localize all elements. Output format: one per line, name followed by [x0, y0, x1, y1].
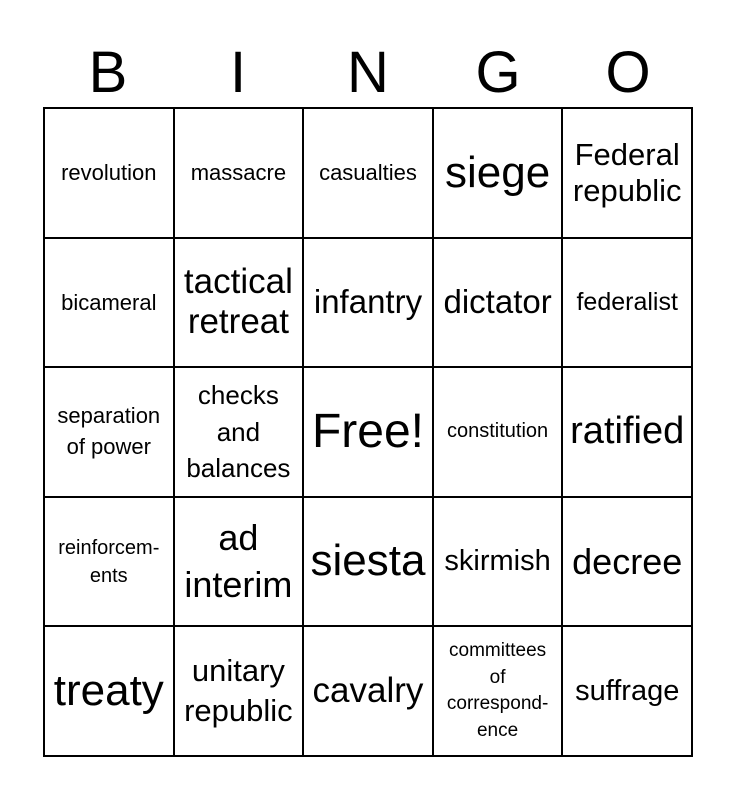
bingo-cell: casualties	[303, 108, 433, 238]
bingo-cell: suffrage	[562, 626, 692, 756]
bingo-cell: separation of power	[44, 367, 174, 497]
bingo-cell: Federal republic	[562, 108, 692, 238]
bingo-cell: constitution	[432, 367, 563, 497]
header-letter-o: O	[605, 40, 651, 105]
bingo-cell: federalist	[562, 237, 692, 368]
bingo-cell: dictator	[432, 237, 563, 368]
bingo-cell: massacre	[173, 108, 304, 238]
bingo-cell: skirmish	[432, 496, 563, 627]
bingo-cell: siesta	[303, 496, 433, 627]
bingo-cell: tactical retreat	[173, 237, 304, 368]
header-letter-i: I	[229, 40, 247, 105]
bingo-cell: infantry	[303, 237, 433, 368]
bingo-cell: unitary republic	[173, 626, 304, 756]
bingo-cell: committees of correspond- ence	[432, 626, 563, 756]
bingo-grid: revolution massacre casualties siege Fed…	[43, 107, 693, 757]
bingo-cell: decree	[562, 496, 692, 627]
free-space: Free!	[303, 367, 433, 497]
header-letter-n: N	[347, 40, 389, 105]
bingo-cell: siege	[432, 108, 563, 238]
bingo-cell: treaty	[44, 626, 174, 756]
header-letter-b: B	[88, 40, 128, 105]
bingo-cell: ratified	[562, 367, 692, 497]
header-letter-g: G	[475, 40, 521, 105]
bingo-cell: reinforcem- ents	[44, 496, 174, 627]
bingo-cell: bicameral	[44, 237, 174, 368]
bingo-cell: revolution	[44, 108, 174, 238]
bingo-cell: ad interim	[173, 496, 304, 627]
bingo-header: B I N G O	[43, 38, 693, 108]
bingo-cell: cavalry	[303, 626, 433, 756]
bingo-cell: checks and balances	[173, 367, 304, 497]
